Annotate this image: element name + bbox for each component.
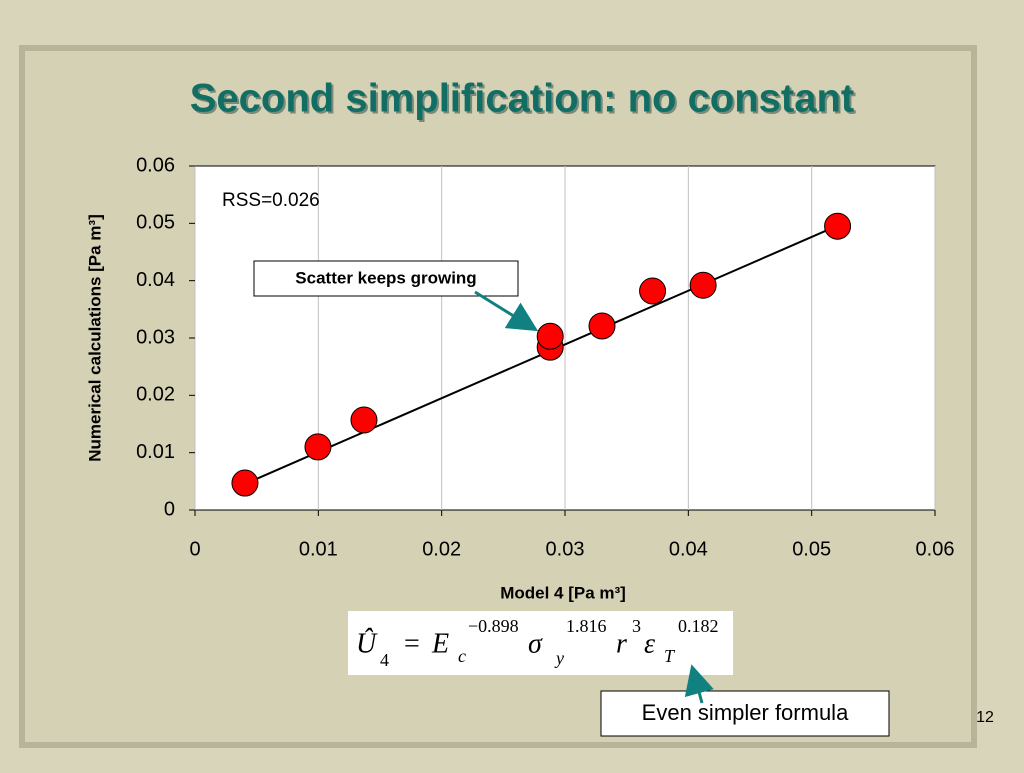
x-tick-label: 0.05 — [792, 538, 831, 560]
y-tick-label: 0 — [164, 498, 175, 520]
formula-part: 0.182 — [678, 616, 719, 636]
title: Second simplification: no constant — [190, 77, 855, 121]
y-tick-label: 0.05 — [136, 212, 175, 234]
y-tick-label: 0.06 — [136, 154, 175, 176]
scatter-point — [824, 212, 852, 240]
x-tick-label: 0.04 — [669, 538, 708, 560]
annotation: Scatter keeps growing — [295, 268, 476, 287]
callout-box — [253, 260, 519, 297]
formula-part: 3 — [632, 616, 641, 636]
y-tick-label: 0.04 — [136, 269, 175, 291]
y-axis-label: Numerical calculations [Pa m³] — [85, 214, 104, 462]
formula-part: −0.898 — [468, 616, 519, 636]
y-tick-label: 0.01 — [136, 441, 175, 463]
x-tick-label: 0.03 — [546, 538, 585, 560]
annotation: Even simpler formula — [642, 700, 849, 725]
callout-box — [600, 690, 890, 737]
formula-part: ε — [644, 628, 655, 659]
x-tick-label: 0.06 — [916, 538, 955, 560]
formula-box — [348, 611, 733, 675]
scatter-point — [304, 433, 332, 461]
arrow — [474, 290, 539, 332]
scatter-point — [536, 322, 564, 350]
title-shadow: Second simplification: no constant — [192, 79, 857, 123]
annotation: RSS=0.026 — [222, 190, 320, 211]
formula-part: 4 — [380, 650, 389, 670]
x-axis-label: Model 4 [Pa m³] — [500, 583, 626, 602]
page-number: 12 — [976, 709, 994, 726]
formula-part: c — [458, 646, 466, 666]
formula-part: E — [431, 628, 449, 659]
formula-part: Û — [356, 628, 378, 659]
y-tick-label: 0.03 — [136, 326, 175, 348]
scatter-point — [231, 469, 259, 497]
formula-part: 1.816 — [566, 616, 607, 636]
x-tick-label: 0.01 — [299, 538, 338, 560]
scatter-point — [639, 277, 667, 305]
arrow — [684, 664, 714, 704]
scatter-point — [689, 271, 717, 299]
scatter-point — [588, 312, 616, 340]
y-tick-label: 0.02 — [136, 384, 175, 406]
x-tick-label: 0.02 — [422, 538, 461, 560]
formula-part: r — [616, 628, 627, 659]
formula-part: = — [404, 628, 420, 659]
formula-part: y — [554, 648, 564, 668]
scatter-point — [350, 406, 378, 434]
formula-part: T — [664, 646, 676, 666]
formula-part: σ — [528, 628, 543, 659]
x-tick-label: 0 — [189, 538, 200, 560]
